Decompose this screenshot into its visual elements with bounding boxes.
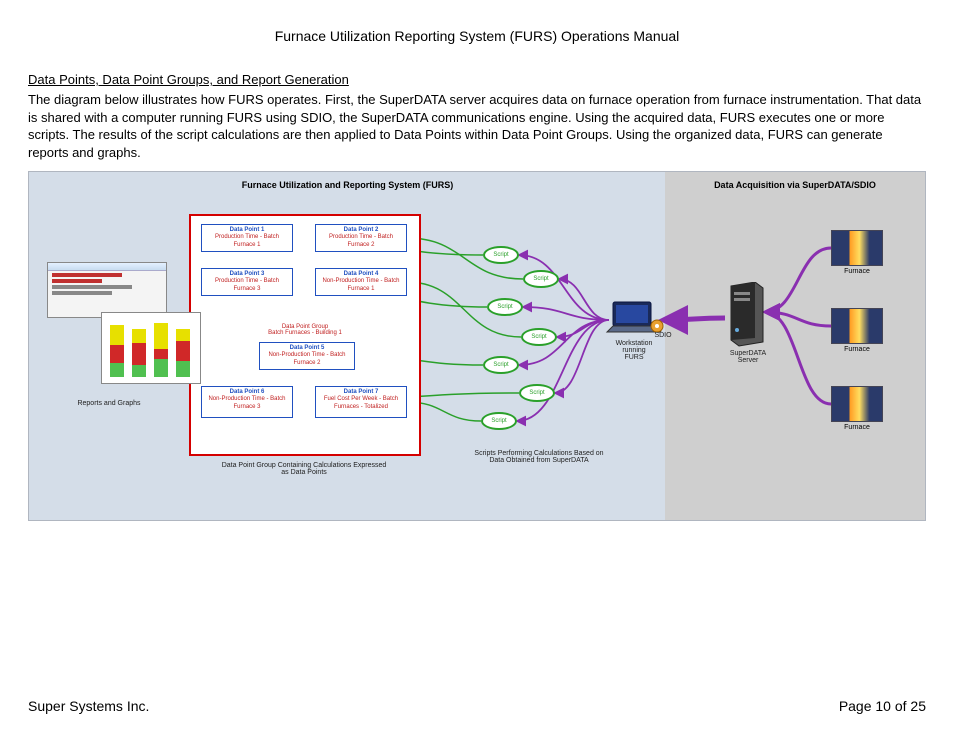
diagram-container: Furnace Utilization and Reporting System…	[28, 171, 926, 521]
furnace-label-3: Furnace	[831, 424, 883, 431]
furnace-label-2: Furnace	[831, 346, 883, 353]
body-paragraph: The diagram below illustrates how FURS o…	[28, 91, 926, 161]
furnace-icon-3	[831, 386, 883, 422]
data-point-2: Data Point 2Production Time - Batch Furn…	[315, 224, 407, 252]
scripts-caption: Scripts Performing Calculations Based on…	[469, 450, 609, 464]
page-title: Furnace Utilization Reporting System (FU…	[0, 0, 954, 44]
report-window-icon	[47, 262, 167, 318]
furnace-icon-2	[831, 308, 883, 344]
chart-window-icon	[101, 312, 201, 384]
server-label: SuperDATA Server	[721, 350, 775, 364]
report-line	[52, 291, 112, 295]
server-tower-icon	[725, 282, 769, 350]
data-point-1: Data Point 1Production Time - Batch Furn…	[201, 224, 293, 252]
chart-bar-segment	[110, 345, 124, 363]
footer-company: Super Systems Inc.	[28, 698, 149, 714]
workstation-label: Workstation running FURS	[605, 340, 663, 361]
reports-caption: Reports and Graphs	[69, 400, 149, 407]
workstation-label-2: running	[605, 347, 663, 354]
chart-bar	[154, 323, 168, 377]
sdio-label: SDIO	[651, 332, 675, 339]
chart-bar-segment	[132, 365, 146, 377]
chart-bar-segment	[176, 341, 190, 361]
footer-page: Page 10 of 25	[839, 698, 926, 714]
chart-bar-segment	[132, 329, 146, 343]
chart-bar-segment	[154, 323, 168, 349]
report-line	[52, 279, 102, 283]
dp-group-caption: Data Point Group Containing Calculations…	[219, 462, 389, 476]
furnace-icon-1	[831, 230, 883, 266]
acquisition-pane-title: Data Acquisition via SuperDATA/SDIO	[665, 172, 925, 190]
section-heading: Data Points, Data Point Groups, and Repo…	[28, 72, 954, 87]
report-window-titlebar-icon	[48, 263, 166, 271]
chart-bar-segment	[176, 329, 190, 341]
data-point-group-label: Data Point Group Batch Furnaces - Buildi…	[191, 324, 419, 336]
chart-bar-segment	[176, 361, 190, 377]
data-point-4: Data Point 4Non-Production Time - Batch …	[315, 268, 407, 296]
furs-pane-title: Furnace Utilization and Reporting System…	[29, 172, 666, 190]
chart-bar	[132, 329, 146, 377]
workstation-label-3: FURS	[605, 354, 663, 361]
furnace-label-1: Furnace	[831, 268, 883, 275]
report-line	[52, 273, 122, 277]
workstation-icon: SDIO Workstation running FURS	[605, 300, 663, 345]
chart-bar	[176, 329, 190, 377]
acquisition-pane: Data Acquisition via SuperDATA/SDIO	[665, 172, 925, 520]
report-line	[52, 285, 132, 289]
workstation-label-1: Workstation	[605, 340, 663, 347]
chart-bar-segment	[110, 363, 124, 377]
chart-bar-segment	[110, 325, 124, 345]
data-point-3: Data Point 3Production Time - Batch Furn…	[201, 268, 293, 296]
chart-bar-segment	[154, 349, 168, 359]
chart-bar-segment	[132, 343, 146, 365]
data-point-5: Data Point 5Non-Production Time - Batch …	[259, 342, 355, 370]
server-icon: SuperDATA Server	[725, 282, 769, 355]
data-point-7: Data Point 7Fuel Cost Per Week - Batch F…	[315, 386, 407, 418]
chart-bar-segment	[154, 359, 168, 377]
data-point-6: Data Point 6Non-Production Time - Batch …	[201, 386, 293, 418]
dp-group-label-sub: Batch Furnaces - Building 1	[191, 330, 419, 336]
chart-bar	[110, 325, 124, 377]
